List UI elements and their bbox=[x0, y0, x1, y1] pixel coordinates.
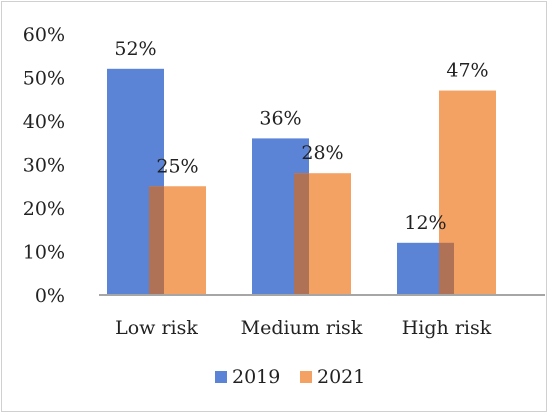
data-label-2021-low-risk: 25% bbox=[156, 155, 198, 177]
data-labels-layer: 52% 25% 36%28% 12% 47% bbox=[114, 38, 488, 234]
x-axis: Low risk Medium risk High risk bbox=[99, 294, 545, 339]
legend-label-2019: 2019 bbox=[232, 366, 280, 388]
bar-overlap-high-risk bbox=[439, 242, 454, 295]
bar-chart: 52%25%36%28%12%47% 0%10%20%30%40%50%60% … bbox=[23, 24, 545, 388]
y-tick-label: 30% bbox=[23, 155, 65, 177]
y-axis: 0% 10% 20% 30% 40% 50% 60% bbox=[23, 24, 65, 307]
data-label-2019-low-risk: 52% bbox=[114, 38, 156, 60]
y-tick-label: 20% bbox=[23, 198, 65, 220]
legend-label-2021: 2021 bbox=[317, 366, 365, 388]
legend-swatch-2019 bbox=[215, 371, 227, 383]
x-tick-label: Medium risk bbox=[241, 317, 363, 339]
legend-swatch-2021 bbox=[300, 371, 312, 383]
data-label-2019-medium-risk: 36% bbox=[259, 107, 301, 129]
data-label-2019-high-risk: 12% bbox=[404, 212, 446, 234]
x-tick-label: Low risk bbox=[115, 317, 198, 339]
x-tick-label: High risk bbox=[402, 317, 492, 339]
legend: 2019 2021 bbox=[215, 366, 365, 388]
bar-overlap-medium-risk bbox=[294, 173, 309, 295]
overlap-layer bbox=[149, 173, 454, 295]
y-tick-label: 50% bbox=[23, 68, 65, 90]
y-tick-label: 10% bbox=[23, 242, 65, 264]
y-tick-label: 0% bbox=[35, 285, 65, 307]
data-label-2021-high-risk: 47% bbox=[446, 60, 488, 82]
data-label-2021-medium-risk: 28% bbox=[301, 142, 343, 164]
y-tick-label: 40% bbox=[23, 111, 65, 133]
bars-layer bbox=[107, 68, 496, 295]
y-tick-label: 60% bbox=[23, 24, 65, 46]
bar-overlap-low-risk bbox=[149, 186, 164, 295]
